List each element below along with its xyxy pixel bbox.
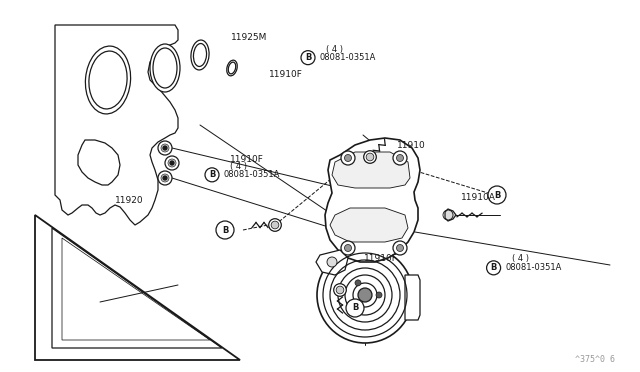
Ellipse shape bbox=[150, 44, 180, 92]
Polygon shape bbox=[78, 140, 120, 185]
Text: 08081-0351A: 08081-0351A bbox=[506, 263, 562, 272]
Circle shape bbox=[346, 299, 364, 317]
Circle shape bbox=[161, 144, 169, 152]
Polygon shape bbox=[332, 152, 410, 188]
Text: B: B bbox=[222, 225, 228, 234]
Circle shape bbox=[269, 219, 282, 231]
Circle shape bbox=[397, 244, 403, 251]
Circle shape bbox=[341, 241, 355, 255]
Circle shape bbox=[393, 151, 407, 165]
Text: 08081-0351A: 08081-0351A bbox=[224, 170, 280, 179]
Text: 11920: 11920 bbox=[115, 196, 144, 205]
Circle shape bbox=[327, 257, 337, 267]
Circle shape bbox=[488, 186, 506, 204]
Text: ( 4 ): ( 4 ) bbox=[326, 45, 344, 54]
Circle shape bbox=[161, 174, 169, 182]
Polygon shape bbox=[55, 25, 178, 225]
Circle shape bbox=[358, 288, 372, 302]
Polygon shape bbox=[316, 250, 348, 275]
Circle shape bbox=[376, 292, 382, 298]
Text: B: B bbox=[305, 53, 311, 62]
Polygon shape bbox=[325, 138, 420, 262]
Circle shape bbox=[163, 176, 167, 180]
Text: 11910A: 11910A bbox=[461, 193, 495, 202]
Text: B: B bbox=[494, 190, 500, 199]
Polygon shape bbox=[405, 275, 420, 320]
Ellipse shape bbox=[85, 46, 131, 114]
Polygon shape bbox=[330, 208, 408, 242]
Text: 11910F: 11910F bbox=[364, 254, 397, 263]
Circle shape bbox=[165, 156, 179, 170]
Circle shape bbox=[163, 146, 167, 150]
Circle shape bbox=[317, 247, 413, 343]
Text: 11910F: 11910F bbox=[269, 70, 303, 79]
Ellipse shape bbox=[191, 40, 209, 70]
Circle shape bbox=[271, 221, 279, 229]
Text: ^375^0 6: ^375^0 6 bbox=[575, 356, 615, 365]
Text: 08081-0351A: 08081-0351A bbox=[320, 53, 376, 62]
Circle shape bbox=[486, 261, 500, 275]
Circle shape bbox=[333, 284, 346, 296]
Text: B: B bbox=[352, 304, 358, 312]
Text: ( 4 ): ( 4 ) bbox=[230, 162, 248, 171]
Circle shape bbox=[393, 241, 407, 255]
Circle shape bbox=[355, 304, 361, 310]
Text: B: B bbox=[490, 263, 497, 272]
Circle shape bbox=[341, 151, 355, 165]
Circle shape bbox=[301, 51, 315, 65]
Circle shape bbox=[366, 153, 374, 161]
Circle shape bbox=[158, 141, 172, 155]
Text: 11910F: 11910F bbox=[230, 155, 264, 164]
Circle shape bbox=[344, 154, 351, 161]
Circle shape bbox=[364, 151, 376, 163]
Circle shape bbox=[397, 154, 403, 161]
Circle shape bbox=[170, 161, 174, 165]
Text: 11925M: 11925M bbox=[232, 33, 268, 42]
Circle shape bbox=[355, 280, 361, 286]
Circle shape bbox=[336, 286, 344, 294]
Ellipse shape bbox=[227, 60, 237, 76]
Circle shape bbox=[168, 159, 176, 167]
Circle shape bbox=[216, 221, 234, 239]
Circle shape bbox=[205, 168, 219, 182]
Polygon shape bbox=[445, 209, 456, 221]
Text: 11910: 11910 bbox=[397, 141, 426, 150]
Text: B: B bbox=[209, 170, 215, 179]
Circle shape bbox=[344, 244, 351, 251]
Circle shape bbox=[158, 171, 172, 185]
Text: ( 4 ): ( 4 ) bbox=[512, 254, 529, 263]
